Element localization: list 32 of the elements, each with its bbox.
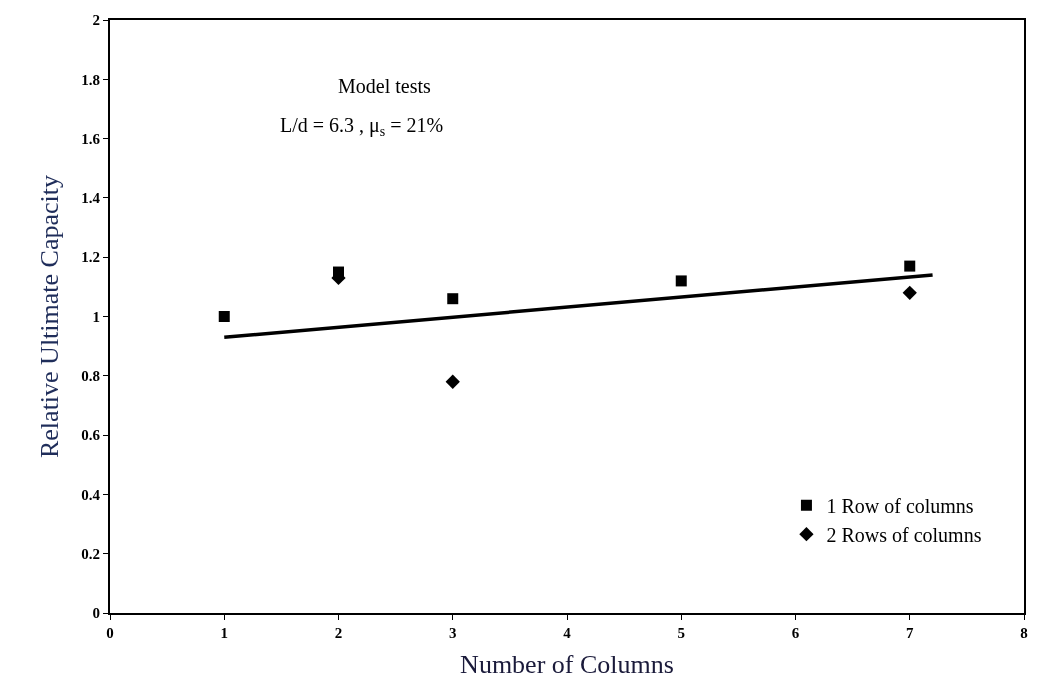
annotation: L/d = 6.3 , μ$_{s}$ = 21% xyxy=(280,114,444,140)
y-tick-label: 1.4 xyxy=(81,190,101,207)
y-tick-label: 1 xyxy=(92,308,100,325)
legend-label: 1 Row of columns xyxy=(826,495,974,517)
point xyxy=(675,275,687,287)
y-tick-label: 0.4 xyxy=(81,486,101,503)
y-tick-label: 2 xyxy=(92,12,100,29)
x-axis-title: Number of Columns xyxy=(460,650,674,680)
point xyxy=(445,374,460,389)
x-tick-label: 8 xyxy=(1020,625,1028,641)
x-tick-label: 7 xyxy=(906,625,914,641)
y-tick-label: 1.6 xyxy=(81,130,101,147)
point xyxy=(902,285,917,300)
point xyxy=(447,293,459,305)
y-tick-label: 0 xyxy=(92,605,100,622)
y-tick-label: 1.8 xyxy=(81,71,100,88)
annotation: Model tests xyxy=(338,75,431,97)
y-axis-title: Relative Ultimate Capacity xyxy=(35,174,65,459)
x-tick-label: 6 xyxy=(791,625,800,641)
x-tick-label: 3 xyxy=(449,625,457,641)
x-tick-label: 4 xyxy=(563,625,572,641)
y-tick-label: 0.8 xyxy=(81,368,100,385)
x-tick-label: 2 xyxy=(334,625,343,641)
point xyxy=(218,311,230,322)
y-tick-label: 1.2 xyxy=(81,249,100,266)
point xyxy=(904,260,916,272)
y-tick-label: 0.6 xyxy=(81,427,101,444)
x-tick-label: 5 xyxy=(677,625,685,641)
y-tick-label: 0.2 xyxy=(81,545,100,562)
legend-label: 2 Rows of columns xyxy=(826,524,982,546)
x-tick-label: 1 xyxy=(220,625,228,641)
x-tick-label: 0 xyxy=(106,625,114,641)
